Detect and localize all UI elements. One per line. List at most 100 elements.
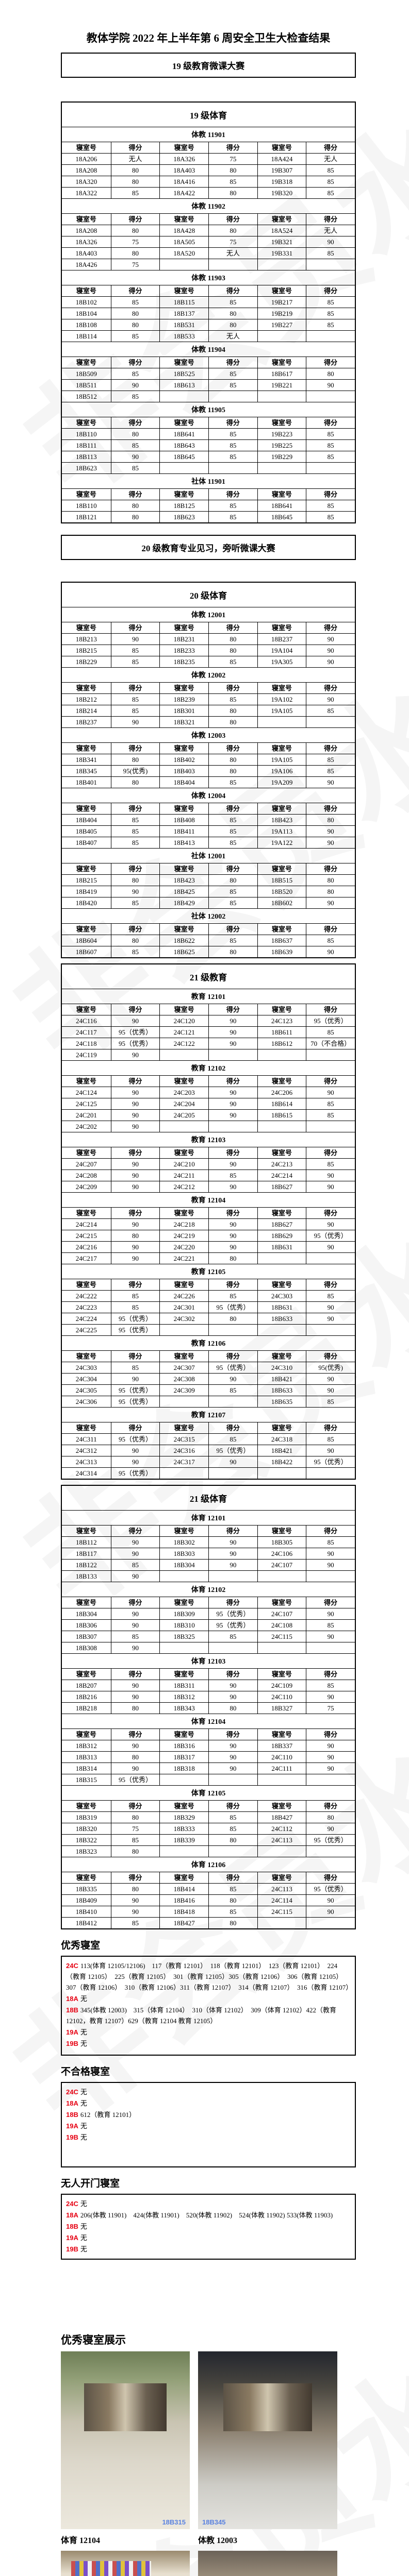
score-cell: 85 <box>208 451 257 462</box>
group-title: 社体 11901 <box>62 473 355 488</box>
table-row: 18B419 90 18B425 85 18B520 80 <box>62 886 355 897</box>
score-cell: 90 <box>110 1098 160 1109</box>
col-header-score: 得分 <box>306 1279 355 1290</box>
room-cell: 24C118 <box>62 1038 111 1049</box>
col-header-room: 寝室号 <box>257 1075 306 1087</box>
header-row: 寝室号 得分 寝室号 得分 寝室号 得分 <box>62 1147 355 1158</box>
table-row: 18B112 90 18B302 90 18B305 85 <box>62 1536 355 1548</box>
table-row: 18B320 75 18B333 85 24C112 90 <box>62 1823 355 1834</box>
table-row: 18B122 85 18B304 90 24C107 90 <box>62 1559 355 1570</box>
score-cell: 85 <box>306 1619 355 1631</box>
score-cell: 90 <box>208 1218 257 1230</box>
score-cell: 85 <box>110 1917 160 1928</box>
group-title: 体教 12002 <box>62 667 355 682</box>
col-header-room: 寝室号 <box>159 1728 208 1740</box>
room-cell <box>257 1049 306 1060</box>
col-header-room: 寝室号 <box>257 488 306 500</box>
col-header-room: 寝室号 <box>257 1872 306 1883</box>
table-row: 24C116 90 24C120 90 24C123 95（优秀） <box>62 1015 355 1026</box>
room-cell: 18B423 <box>159 874 208 886</box>
table-row: 18B237 90 18B321 80 <box>62 716 355 727</box>
col-header-score: 得分 <box>110 1279 160 1290</box>
col-header-room: 寝室号 <box>159 923 208 935</box>
photo-cell: 24C113 <box>61 2551 190 2576</box>
col-header-score: 得分 <box>306 682 355 693</box>
col-header-room: 寝室号 <box>62 213 111 225</box>
score-cell: 80 <box>110 935 160 946</box>
room-cell: 18A416 <box>159 176 208 187</box>
score-cell: 85 <box>208 1823 257 1834</box>
col-header-score: 得分 <box>110 1668 160 1680</box>
room-cell: 24C121 <box>159 1026 208 1038</box>
col-header-score: 得分 <box>208 142 257 153</box>
score-cell: 95（优秀） <box>110 1774 160 1785</box>
score-cell: 80 <box>306 874 355 886</box>
col-header-score: 得分 <box>208 1004 257 1015</box>
score-cell: 80 <box>110 1883 160 1894</box>
group-title: 体教 11905 <box>62 402 355 417</box>
table-row: 18A326 75 18A505 75 19B321 90 <box>62 236 355 247</box>
col-header-score: 得分 <box>110 1728 160 1740</box>
col-header-room: 寝室号 <box>257 357 306 368</box>
header-row: 寝室号 得分 寝室号 得分 寝室号 得分 <box>62 1422 355 1433</box>
table-row: 24C117 95（优秀） 24C121 90 18B611 85 <box>62 1026 355 1038</box>
score-cell: 85 <box>306 1290 355 1301</box>
room-cell: 24C214 <box>62 1218 111 1230</box>
room-cell: 24C216 <box>62 1241 111 1252</box>
room-cell: 18B239 <box>159 693 208 705</box>
table-row: 24C306 95（优秀） 18B635 85 <box>62 1396 355 1407</box>
list-entry-text: 无 <box>80 2099 87 2107</box>
score-cell: 85 <box>110 897 160 908</box>
score-cell: 85 <box>306 428 355 439</box>
group-title: 社体 12002 <box>62 908 355 923</box>
list-entry-text: 无 <box>80 2200 87 2208</box>
room-cell: 18B423 <box>257 814 306 825</box>
list-entry: 18B 612（教育 12101） <box>66 2109 351 2120</box>
table-row: 18B313 80 18B317 90 24C110 90 <box>62 1751 355 1762</box>
room-cell: 18B323 <box>62 1845 111 1857</box>
score-cell: 95（优秀） <box>110 1038 160 1049</box>
col-header-score: 得分 <box>110 285 160 296</box>
col-header-score: 得分 <box>208 1207 257 1218</box>
room-cell: 24C223 <box>62 1301 111 1313</box>
table-row: 18B607 85 18B625 80 18B639 90 <box>62 946 355 957</box>
room-cell: 18B512 <box>62 391 111 402</box>
room-cell: 18B611 <box>257 1026 306 1038</box>
building-prefix: 24C <box>66 2088 78 2096</box>
score-cell: 85 <box>306 164 355 176</box>
table-row: 18B404 85 18B408 85 18B423 80 <box>62 814 355 825</box>
room-cell: 18A326 <box>159 153 208 164</box>
score-cell: 90 <box>306 1751 355 1762</box>
col-header-score: 得分 <box>306 803 355 814</box>
table-row: 18B604 80 18B622 85 18B637 85 <box>62 935 355 946</box>
room-cell: 18B312 <box>62 1740 111 1751</box>
list-entry-text: 无 <box>80 2088 87 2096</box>
room-cell: 18B216 <box>62 1691 111 1702</box>
room-cell: 18A422 <box>159 187 208 198</box>
score-cell: 90 <box>208 1038 257 1049</box>
room-cell <box>159 1467 208 1479</box>
room-cell: 24C205 <box>159 1109 208 1121</box>
table-row: 18B216 90 18B312 90 24C110 90 <box>62 1691 355 1702</box>
room-cell: 18B402 <box>159 754 208 765</box>
header-row: 寝室号 得分 寝室号 得分 寝室号 得分 <box>62 742 355 754</box>
score-cell: 85 <box>208 439 257 451</box>
col-header-room: 寝室号 <box>62 488 111 500</box>
building-prefix: 19B <box>66 2133 78 2141</box>
col-header-score: 得分 <box>208 1728 257 1740</box>
dorm-photo: 18B315 <box>61 2351 190 2529</box>
score-cell: 85 <box>208 897 257 908</box>
col-header-room: 寝室号 <box>257 1350 306 1362</box>
col-header-score: 得分 <box>208 488 257 500</box>
list-entry-text: 无 <box>80 2133 87 2141</box>
photo-cell: 18B315 <box>61 2351 190 2529</box>
col-header-score: 得分 <box>306 1872 355 1883</box>
group-title: 体育 12101 <box>62 1510 355 1525</box>
room-cell: 18B617 <box>257 368 306 379</box>
col-header-room: 寝室号 <box>159 1668 208 1680</box>
header-row: 寝室号 得分 寝室号 得分 寝室号 得分 <box>62 923 355 935</box>
page-title: 教体学院 2022 年上半年第 6 周安全卫生大检查结果 <box>86 32 331 44</box>
score-cell: 85 <box>306 1158 355 1170</box>
room-cell: 18B308 <box>62 1642 111 1653</box>
header-row: 寝室号 得分 寝室号 得分 寝室号 得分 <box>62 863 355 874</box>
